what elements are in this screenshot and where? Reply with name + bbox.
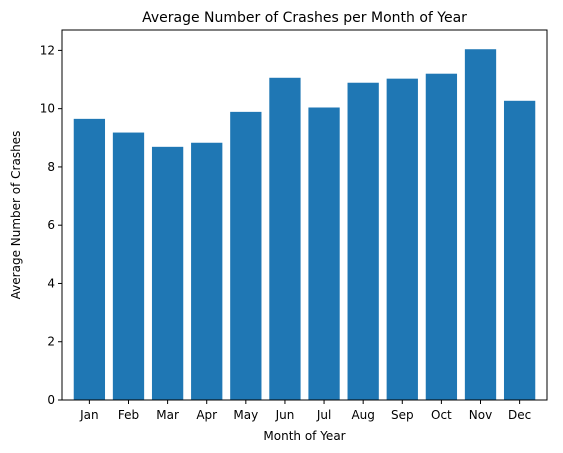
x-tick-label-sep: Sep (391, 408, 414, 422)
y-tick-label: 10 (40, 102, 55, 116)
x-tick-label-jan: Jan (79, 408, 99, 422)
y-tick-label: 0 (47, 393, 55, 407)
x-tick-label-jul: Jul (316, 408, 331, 422)
bar-aug (347, 82, 379, 400)
x-tick-label-dec: Dec (508, 408, 531, 422)
x-tick-label-oct: Oct (431, 408, 452, 422)
bar-nov (464, 49, 497, 401)
x-tick-label-apr: Apr (196, 408, 217, 422)
chart-title: Average Number of Crashes per Month of Y… (142, 10, 467, 26)
y-tick-label: 2 (47, 335, 55, 349)
y-axis-label: Average Number of Crashes (9, 131, 23, 300)
y-tick-label: 4 (47, 276, 55, 290)
bar-may (230, 111, 262, 400)
y-axis-ticks: 0 2 4 6 8 10 12 (40, 43, 62, 407)
bar-sep (386, 78, 418, 401)
bar-dec (503, 100, 536, 400)
bar-jun (269, 77, 301, 400)
bar-jan (73, 118, 106, 400)
x-axis-label: Month of Year (263, 429, 345, 443)
x-tick-label-may: May (233, 408, 258, 422)
y-tick-label: 12 (40, 43, 55, 57)
x-tick-label-mar: Mar (156, 408, 179, 422)
bar-oct (425, 73, 458, 400)
x-tick-label-aug: Aug (351, 408, 374, 422)
x-tick-label-jun: Jun (275, 408, 295, 422)
x-axis-ticks: Jan Feb Mar Apr May Jun Jul Aug Sep Oct Nov Dec (79, 400, 531, 422)
bar-apr (191, 142, 223, 400)
x-tick-label-feb: Feb (118, 408, 139, 422)
x-tick-label-nov: Nov (469, 408, 492, 422)
y-tick-label: 8 (47, 160, 55, 174)
bars-group (73, 49, 536, 401)
y-tick-label: 6 (47, 218, 55, 232)
bar-feb (112, 132, 145, 400)
plot-frame (61, 29, 548, 401)
bar-mar (151, 146, 184, 400)
bar-jul (308, 107, 340, 400)
